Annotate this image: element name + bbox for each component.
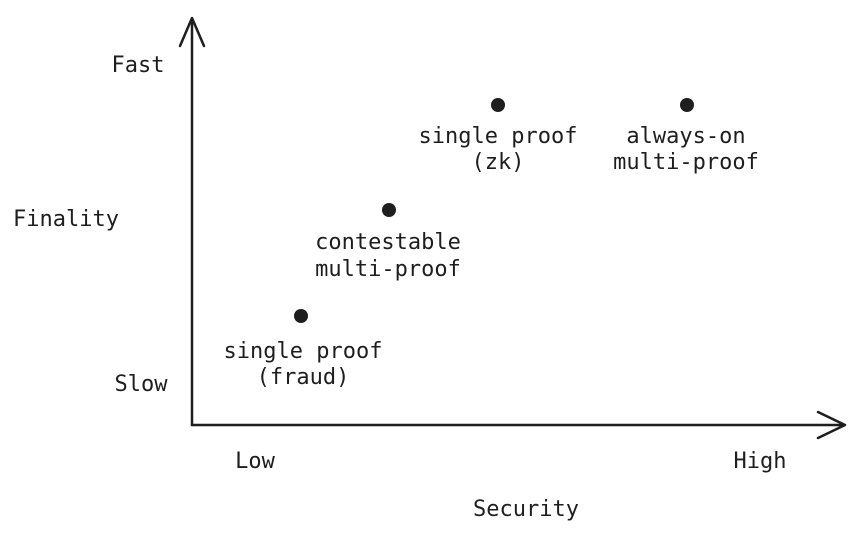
- node-dot: [680, 98, 694, 112]
- x-low-label: Low: [235, 449, 275, 474]
- y-axis-title: Finality: [13, 207, 119, 232]
- node-dot: [294, 309, 308, 323]
- x-axis: [190, 410, 847, 440]
- node-label: contestable: [315, 230, 461, 255]
- node-label: single proof: [419, 124, 578, 149]
- x-axis-title: Security: [473, 497, 579, 522]
- node-label: (fraud): [257, 365, 350, 390]
- node-label: (zk): [472, 150, 525, 175]
- node-label: multi-proof: [613, 150, 759, 175]
- node-label: always-on: [626, 124, 745, 149]
- node-dot: [491, 98, 505, 112]
- node-dot: [382, 203, 396, 217]
- y-high-label: Fast: [112, 53, 165, 78]
- node-label: multi-proof: [315, 257, 461, 282]
- node-label: single proof: [224, 339, 383, 364]
- x-high-label: High: [734, 449, 787, 474]
- y-low-label: Slow: [115, 372, 169, 397]
- y-axis: [178, 16, 206, 427]
